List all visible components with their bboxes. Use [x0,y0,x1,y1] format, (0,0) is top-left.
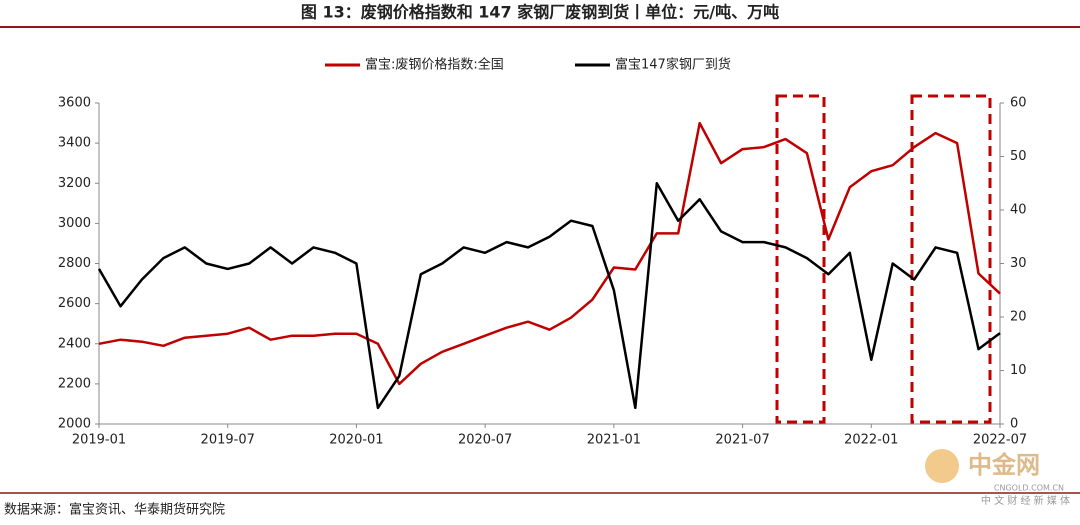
y2-tick-label: 40 [1010,203,1027,218]
x-tick-label: 2022-01 [844,433,898,448]
y-tick-label: 2400 [58,336,91,351]
y2-tick-label: 0 [1010,417,1018,432]
y2-tick-label: 60 [1010,96,1027,111]
x-tick-label: 2019-01 [72,433,126,448]
y-tick-label: 3600 [58,96,91,111]
series-line [97,182,1001,410]
y2-tick-label: 50 [1010,149,1027,164]
y2-tick-label: 10 [1010,363,1027,378]
highlight-box [910,94,992,424]
x-tick-label: 2020-07 [458,433,512,448]
y2-tick-label: 20 [1010,310,1027,325]
y-tick-label: 2200 [58,376,91,391]
watermark-sub: 中 文 财 经 新 媒 体 [981,494,1070,507]
source-note: 数据来源：富宝资讯、华泰期货研究院 [4,502,225,518]
x-tick-label: 2019-07 [201,433,255,448]
y-tick-label: 2600 [58,296,91,311]
x-tick-label: 2021-01 [587,433,641,448]
y-tick-label: 2800 [58,256,91,271]
watermark-logo [925,449,959,483]
y-tick-label: 3000 [58,216,91,231]
watermark-url: CNGOLD.COM.CN [994,484,1064,493]
x-tick-label: 2020-01 [329,433,383,448]
watermark: 中金网 [968,451,1040,479]
x-tick-label: 2021-07 [715,433,769,448]
chart-title: 图 13：废钢价格指数和 147 家钢厂废钢到货丨单位：元/吨、万吨 [301,3,779,22]
y-tick-label: 2000 [58,417,91,432]
legend-label: 富宝147家钢厂到货 [615,57,731,73]
y-tick-label: 3200 [58,176,91,191]
y2-tick-label: 30 [1010,256,1027,271]
legend-label: 富宝:废钢价格指数:全国 [365,57,504,73]
series-line [98,121,1001,386]
x-tick-label: 2022-07 [973,433,1027,448]
y-tick-label: 3400 [58,136,91,151]
highlight-box [775,94,826,424]
